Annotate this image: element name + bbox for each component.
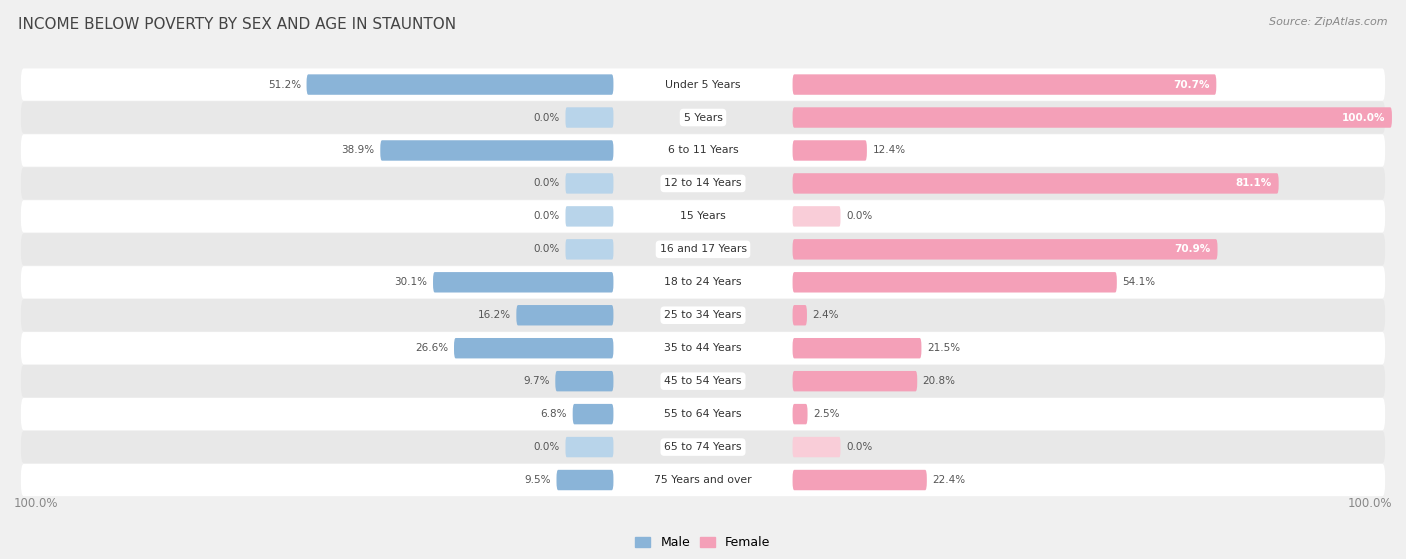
FancyBboxPatch shape (21, 134, 1385, 167)
Text: 22.4%: 22.4% (932, 475, 966, 485)
FancyBboxPatch shape (380, 140, 613, 160)
Text: 100.0%: 100.0% (14, 498, 59, 510)
Text: 0.0%: 0.0% (846, 442, 872, 452)
Text: 65 to 74 Years: 65 to 74 Years (664, 442, 742, 452)
Text: 16.2%: 16.2% (478, 310, 510, 320)
FancyBboxPatch shape (21, 101, 1385, 134)
FancyBboxPatch shape (21, 167, 1385, 200)
Text: 2.4%: 2.4% (813, 310, 839, 320)
FancyBboxPatch shape (793, 272, 1116, 292)
FancyBboxPatch shape (433, 272, 613, 292)
FancyBboxPatch shape (565, 437, 613, 457)
Text: 75 Years and over: 75 Years and over (654, 475, 752, 485)
Text: Source: ZipAtlas.com: Source: ZipAtlas.com (1270, 17, 1388, 27)
Text: 54.1%: 54.1% (1122, 277, 1156, 287)
Text: 100.0%: 100.0% (1347, 498, 1392, 510)
Text: 12 to 14 Years: 12 to 14 Years (664, 178, 742, 188)
Text: 30.1%: 30.1% (395, 277, 427, 287)
FancyBboxPatch shape (793, 206, 841, 226)
FancyBboxPatch shape (793, 404, 807, 424)
Text: 81.1%: 81.1% (1236, 178, 1272, 188)
Text: 35 to 44 Years: 35 to 44 Years (664, 343, 742, 353)
Text: 0.0%: 0.0% (534, 211, 560, 221)
Text: 25 to 34 Years: 25 to 34 Years (664, 310, 742, 320)
Text: 100.0%: 100.0% (1341, 112, 1385, 122)
FancyBboxPatch shape (21, 464, 1385, 496)
Text: 0.0%: 0.0% (846, 211, 872, 221)
FancyBboxPatch shape (454, 338, 613, 358)
Text: 70.9%: 70.9% (1174, 244, 1211, 254)
FancyBboxPatch shape (21, 233, 1385, 266)
Text: 20.8%: 20.8% (922, 376, 956, 386)
Text: 18 to 24 Years: 18 to 24 Years (664, 277, 742, 287)
FancyBboxPatch shape (21, 68, 1385, 101)
FancyBboxPatch shape (793, 371, 917, 391)
FancyBboxPatch shape (21, 299, 1385, 331)
Text: 38.9%: 38.9% (342, 145, 375, 155)
FancyBboxPatch shape (21, 398, 1385, 430)
FancyBboxPatch shape (793, 74, 1216, 95)
Text: 6.8%: 6.8% (541, 409, 567, 419)
FancyBboxPatch shape (21, 365, 1385, 397)
FancyBboxPatch shape (793, 239, 1218, 259)
FancyBboxPatch shape (555, 371, 613, 391)
FancyBboxPatch shape (21, 200, 1385, 233)
Text: Under 5 Years: Under 5 Years (665, 79, 741, 89)
Text: 45 to 54 Years: 45 to 54 Years (664, 376, 742, 386)
Text: 51.2%: 51.2% (269, 79, 301, 89)
Text: 26.6%: 26.6% (415, 343, 449, 353)
Text: 15 Years: 15 Years (681, 211, 725, 221)
Text: 9.7%: 9.7% (523, 376, 550, 386)
FancyBboxPatch shape (793, 140, 868, 160)
FancyBboxPatch shape (793, 107, 1392, 127)
FancyBboxPatch shape (572, 404, 613, 424)
Text: 9.5%: 9.5% (524, 475, 551, 485)
Text: 12.4%: 12.4% (872, 145, 905, 155)
Text: 0.0%: 0.0% (534, 442, 560, 452)
FancyBboxPatch shape (793, 470, 927, 490)
FancyBboxPatch shape (565, 173, 613, 193)
Text: 16 and 17 Years: 16 and 17 Years (659, 244, 747, 254)
Text: 21.5%: 21.5% (927, 343, 960, 353)
Text: INCOME BELOW POVERTY BY SEX AND AGE IN STAUNTON: INCOME BELOW POVERTY BY SEX AND AGE IN S… (18, 17, 457, 32)
FancyBboxPatch shape (793, 437, 841, 457)
Text: 70.7%: 70.7% (1173, 79, 1209, 89)
FancyBboxPatch shape (21, 332, 1385, 364)
Text: 6 to 11 Years: 6 to 11 Years (668, 145, 738, 155)
Text: 0.0%: 0.0% (534, 178, 560, 188)
FancyBboxPatch shape (21, 431, 1385, 463)
Text: 2.5%: 2.5% (813, 409, 839, 419)
Text: 0.0%: 0.0% (534, 112, 560, 122)
FancyBboxPatch shape (21, 266, 1385, 299)
Text: 55 to 64 Years: 55 to 64 Years (664, 409, 742, 419)
FancyBboxPatch shape (516, 305, 613, 325)
FancyBboxPatch shape (565, 239, 613, 259)
FancyBboxPatch shape (793, 338, 921, 358)
FancyBboxPatch shape (557, 470, 613, 490)
Legend: Male, Female: Male, Female (630, 531, 776, 555)
FancyBboxPatch shape (793, 305, 807, 325)
FancyBboxPatch shape (793, 173, 1278, 193)
Text: 0.0%: 0.0% (534, 244, 560, 254)
FancyBboxPatch shape (565, 206, 613, 226)
Text: 5 Years: 5 Years (683, 112, 723, 122)
FancyBboxPatch shape (307, 74, 613, 95)
FancyBboxPatch shape (565, 107, 613, 127)
